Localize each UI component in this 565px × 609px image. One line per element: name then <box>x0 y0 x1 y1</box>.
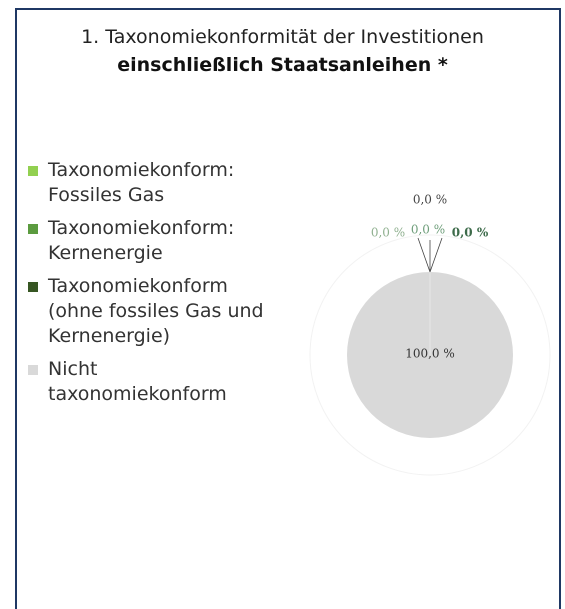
legend-swatch <box>28 224 38 234</box>
legend-swatch <box>28 365 38 375</box>
annotation: 0,0 % <box>413 193 447 207</box>
data-label: 100,0 % <box>405 347 455 361</box>
leader-line <box>429 237 443 273</box>
data-label: 0,0 % <box>371 226 405 240</box>
legend-label: Nicht taxonomiekonform <box>48 358 227 405</box>
leader-line <box>417 237 431 273</box>
data-label: 0,0 % <box>452 226 489 240</box>
legend-swatch <box>28 282 38 292</box>
frame <box>15 8 561 609</box>
legend: Taxonomiekonform: Fossiles Gas Taxonomiek… <box>28 158 268 415</box>
legend-item: Taxonomiekonform (ohne fossiles Gas und … <box>28 274 268 349</box>
legend-label: Taxonomiekonform: Fossiles Gas <box>48 159 235 206</box>
chart-title: 1. Taxonomiekonformität der Investitione… <box>81 26 484 48</box>
plot-outline <box>309 234 551 476</box>
legend-swatch <box>28 166 38 176</box>
legend-item: Taxonomiekonform: Fossiles Gas <box>28 158 268 208</box>
legend-item: Taxonomiekonform: Kernenergie <box>28 216 268 266</box>
legend-label: Taxonomiekonform: Kernenergie <box>48 217 235 264</box>
legend-label: Taxonomiekonform (ohne fossiles Gas und … <box>48 275 264 347</box>
legend-item: Nicht taxonomiekonform <box>28 357 268 407</box>
chart-subtitle: einschließlich Staatsanleihen * <box>117 54 448 76</box>
data-label: 0,0 % <box>411 223 445 237</box>
